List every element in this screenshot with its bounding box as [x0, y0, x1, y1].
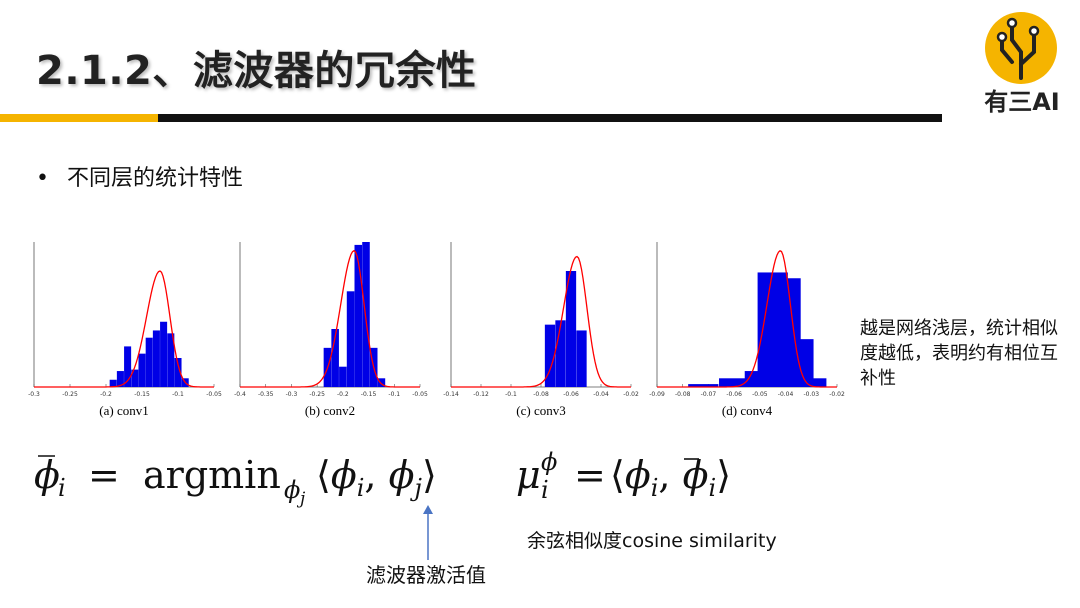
- histogram-bar: [555, 320, 566, 387]
- x-tick-label: -0.05: [412, 391, 428, 398]
- histogram-bar: [377, 378, 386, 387]
- x-tick-label: -0.1: [388, 391, 400, 398]
- histogram-bar: [339, 366, 347, 387]
- formula-phi-bar-i: ϕ i: [34, 453, 66, 502]
- histogram-panel: -0.3 -0.25 -0.2 -0.15 -0.1 -0.05 (a) conv1: [28, 242, 222, 418]
- formula-equals-2: =: [574, 453, 606, 497]
- x-tick-label: -0.07: [701, 391, 717, 398]
- histogram-bar: [688, 384, 719, 387]
- side-note: 越是网络浅层，统计相似度越低，表明约有相位互补性: [860, 318, 1058, 389]
- bullet-dot-icon: •: [36, 166, 49, 191]
- logo-text: 有三AI: [984, 88, 1060, 116]
- bullet-point: • 不同层的统计特性: [36, 160, 243, 192]
- histogram-bar: [138, 353, 146, 387]
- formula-equals-1: =: [88, 453, 120, 497]
- x-tick-label: -0.05: [752, 391, 768, 398]
- x-tick-label: -0.25: [62, 391, 78, 398]
- logo-icon: [985, 12, 1057, 84]
- x-tick-label: -0.4: [234, 391, 246, 398]
- x-tick-label: -0.35: [258, 391, 274, 398]
- svg-text:ϕ: ϕ: [541, 448, 557, 476]
- x-tick-label: -0.04: [778, 391, 794, 398]
- histogram-bar: [152, 330, 160, 387]
- svg-text:i: i: [541, 476, 549, 504]
- histogram-bar: [576, 330, 587, 387]
- x-tick-label: -0.05: [206, 391, 222, 398]
- svg-text:i: i: [58, 474, 66, 502]
- histogram-bar: [544, 324, 556, 387]
- panel-caption: (a) conv1: [99, 403, 148, 418]
- x-tick-label: -0.1: [172, 391, 184, 398]
- x-tick-label: -0.3: [286, 391, 298, 398]
- histogram-bar: [167, 333, 175, 387]
- histogram-bar: [160, 321, 168, 387]
- x-tick-label: -0.02: [623, 391, 639, 398]
- slide-title: 2.1.2、滤波器的冗余性: [36, 48, 477, 94]
- x-tick-label: -0.08: [533, 391, 549, 398]
- histogram-bar: [346, 291, 355, 387]
- histogram-bar: [131, 369, 139, 387]
- histogram-bar: [124, 346, 132, 387]
- x-tick-label: -0.2: [337, 391, 349, 398]
- panel-caption: (d) conv4: [722, 403, 773, 418]
- cosine-note: 余弦相似度cosine similarity: [527, 530, 777, 552]
- x-tick-label: -0.15: [134, 391, 150, 398]
- histogram-bar: [354, 244, 363, 387]
- formula-inner-product-1: ⟨ϕi, ϕj⟩: [316, 453, 437, 502]
- fit-curve: [657, 250, 837, 388]
- fit-curve: [451, 255, 631, 388]
- histogram-bar: [331, 329, 339, 387]
- x-tick-label: -0.3: [28, 391, 40, 398]
- panel-caption: (c) conv3: [516, 403, 565, 418]
- svg-text:ϕ: ϕ: [34, 453, 60, 497]
- x-tick-label: -0.12: [473, 391, 489, 398]
- panel-caption: (b) conv2: [305, 403, 355, 418]
- histogram-panel: -0.14 -0.12 -0.1 -0.08 -0.06 -0.04 -0.02 (c) co…: [443, 242, 639, 418]
- x-tick-label: -0.2: [100, 391, 112, 398]
- formula-mu: μ: [516, 453, 541, 497]
- x-tick-label: -0.02: [829, 391, 845, 398]
- formula-argmin: argmin: [143, 453, 281, 497]
- histogram-bar: [145, 337, 153, 387]
- x-tick-label: -0.08: [675, 391, 691, 398]
- activation-note: 滤波器激活值: [366, 563, 486, 587]
- arrow-up-icon: [423, 505, 433, 560]
- histogram-panel: -0.4 -0.35 -0.3 -0.25 -0.2 -0.15 -0.1 -0.05 (b) …: [234, 242, 428, 418]
- fit-curve: [34, 270, 214, 388]
- histogram-bar: [796, 378, 827, 387]
- histogram-bar: [719, 378, 750, 387]
- x-tick-label: -0.03: [804, 391, 820, 398]
- histogram-bar: [174, 358, 182, 387]
- formula-inner-product-2: ⟨ϕi, ϕi⟩: [610, 453, 731, 502]
- fit-curve: [240, 249, 420, 388]
- x-tick-label: -0.09: [649, 391, 665, 398]
- x-tick-label: -0.06: [726, 391, 742, 398]
- histogram-bar: [109, 379, 117, 387]
- title-underline: [158, 114, 942, 122]
- svg-text:j: j: [296, 489, 306, 509]
- histogram-panel: -0.09 -0.08 -0.07 -0.06 -0.05 -0.04 -0.03 -0.02…: [649, 242, 845, 418]
- formula-argmin-sub: ϕ: [284, 476, 300, 504]
- x-tick-label: -0.1: [505, 391, 517, 398]
- x-tick-label: -0.14: [443, 391, 459, 398]
- x-tick-label: -0.06: [563, 391, 579, 398]
- formula: ϕ i = argmin ϕ j ⟨ϕi, ϕj⟩ μ i ϕ = ⟨ϕi, ϕ…: [34, 448, 731, 509]
- histogram-bar: [565, 271, 577, 387]
- x-tick-label: -0.25: [309, 391, 325, 398]
- x-tick-label: -0.15: [361, 391, 377, 398]
- title-underline-accent: [0, 114, 158, 122]
- bullet-text: 不同层的统计特性: [66, 166, 243, 191]
- x-tick-label: -0.04: [593, 391, 609, 398]
- histogram-panels: -0.3 -0.25 -0.2 -0.15 -0.1 -0.05 (a) conv1 -0.4…: [28, 242, 845, 418]
- histogram-bar: [116, 371, 124, 387]
